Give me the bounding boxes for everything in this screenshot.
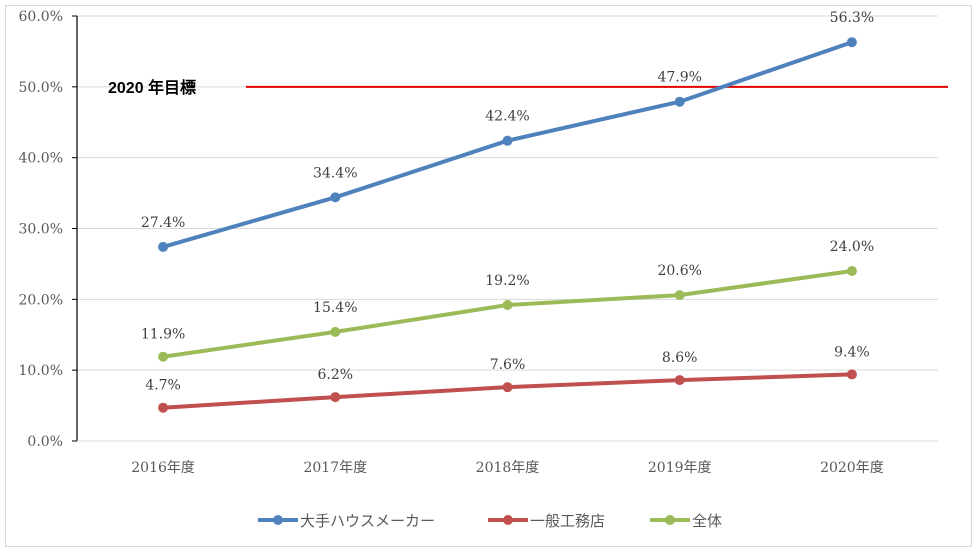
data-point xyxy=(502,300,513,310)
legend-label: 大手ハウスメーカー xyxy=(300,512,435,530)
y-tick-label: 50.0% xyxy=(19,80,63,96)
data-point xyxy=(330,392,341,403)
y-tick-label: 20.0% xyxy=(19,292,63,308)
legend-marker xyxy=(273,515,283,525)
data-label: 19.2% xyxy=(485,273,529,289)
data-point xyxy=(158,241,169,252)
x-tick-label: 2019年度 xyxy=(648,460,712,476)
x-tick-label: 2020年度 xyxy=(820,460,884,476)
data-point xyxy=(158,402,169,413)
data-label: 4.7% xyxy=(145,378,181,394)
data-label: 42.4% xyxy=(485,109,529,125)
target-label: 2020 年目標 xyxy=(108,78,196,97)
data-point xyxy=(846,37,857,48)
data-point xyxy=(674,290,685,301)
data-point xyxy=(330,192,341,203)
data-label: 47.9% xyxy=(657,70,701,86)
data-label: 20.6% xyxy=(657,263,701,279)
data-label: 6.2% xyxy=(318,367,354,383)
data-label: 24.0% xyxy=(830,239,874,255)
data-point xyxy=(674,375,685,386)
y-tick-label: 40.0% xyxy=(19,151,63,167)
data-point xyxy=(846,369,857,380)
y-tick-label: 10.0% xyxy=(19,363,63,379)
y-tick-label: 0.0% xyxy=(27,434,63,450)
data-point xyxy=(502,135,513,146)
data-point xyxy=(674,96,685,107)
data-label: 27.4% xyxy=(141,215,185,231)
legend-marker xyxy=(665,515,675,525)
x-tick-label: 2017年度 xyxy=(303,460,367,476)
data-label: 11.9% xyxy=(141,327,185,343)
legend-label: 一般工務店 xyxy=(530,512,605,530)
chart-frame xyxy=(5,5,972,547)
data-label: 15.4% xyxy=(313,300,357,316)
data-label: 9.4% xyxy=(834,344,870,360)
y-tick-label: 60.0% xyxy=(19,9,63,25)
data-point xyxy=(158,351,169,362)
x-tick-label: 2018年度 xyxy=(476,460,540,476)
data-label: 8.6% xyxy=(662,350,698,366)
legend-marker xyxy=(503,515,513,525)
data-point xyxy=(330,326,341,337)
data-label: 34.4% xyxy=(313,165,357,181)
data-label: 56.3% xyxy=(830,10,874,26)
data-point xyxy=(502,382,513,393)
data-label: 7.6% xyxy=(490,357,526,373)
data-point xyxy=(846,266,857,276)
legend-label: 全体 xyxy=(692,512,722,530)
x-tick-label: 2016年度 xyxy=(131,460,195,476)
y-tick-label: 30.0% xyxy=(19,222,63,238)
